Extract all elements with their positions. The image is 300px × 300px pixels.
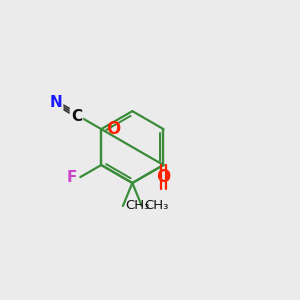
Text: C: C xyxy=(71,109,82,124)
Text: O: O xyxy=(156,168,171,186)
Text: CH₃: CH₃ xyxy=(125,200,150,212)
Text: F: F xyxy=(67,169,77,184)
Text: CH₃: CH₃ xyxy=(144,200,169,212)
Text: N: N xyxy=(50,95,62,110)
Text: O: O xyxy=(106,120,121,138)
